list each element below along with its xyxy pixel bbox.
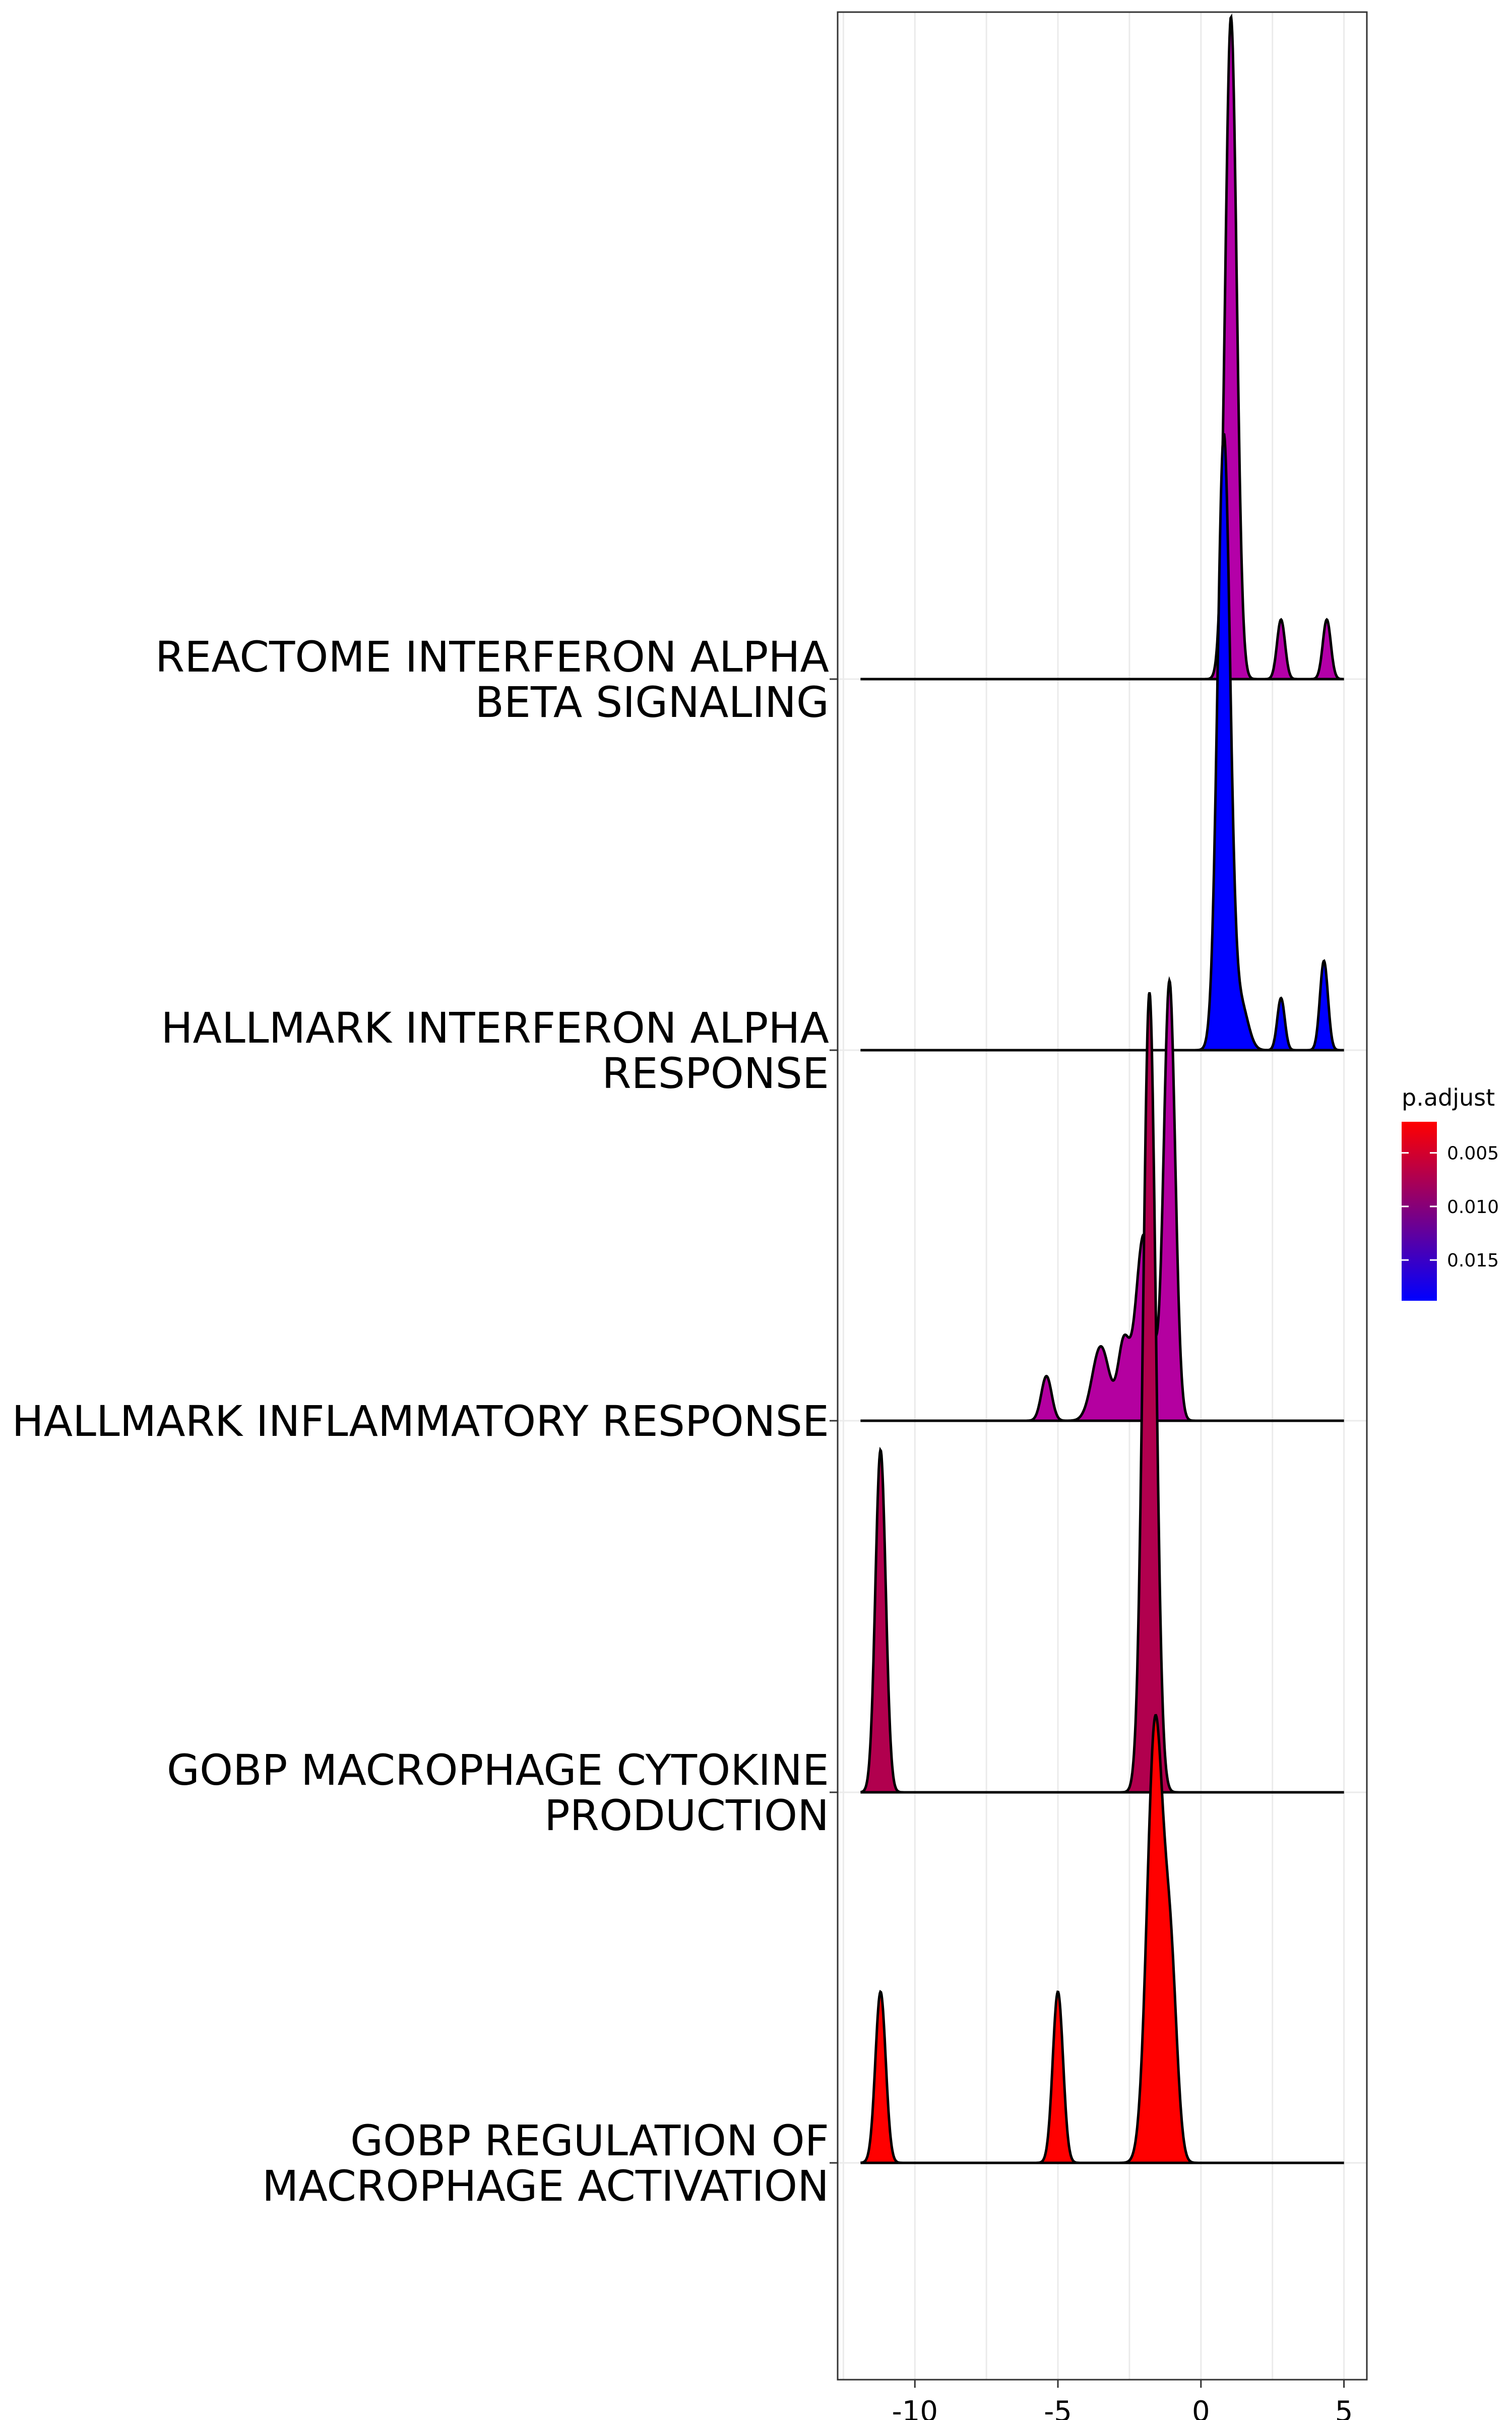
ridge-outline bbox=[860, 432, 1344, 1052]
category-label-line: HALLMARK INFLAMMATORY RESPONSE bbox=[12, 1397, 829, 1446]
ridge-outline bbox=[860, 13, 1344, 681]
category-label-line: REACTOME INTERFERON ALPHA bbox=[155, 632, 829, 682]
category-label-layer: GOBP REGULATION OF MACROPHAGE ACTIVATIONG… bbox=[12, 632, 829, 2211]
legend: p.adjust 0.005 0.010 0.015 bbox=[1402, 1084, 1499, 1301]
category-label: REACTOME INTERFERON ALPHA BETA SIGNALING bbox=[155, 632, 829, 727]
category-label-line: MACROPHAGE ACTIVATION bbox=[262, 2161, 829, 2211]
legend-colorbar bbox=[1402, 1122, 1437, 1301]
grid-layer bbox=[838, 12, 1367, 2380]
panel-border bbox=[837, 11, 1368, 2381]
ridge-fill bbox=[860, 17, 1344, 680]
x-tick-label: -10 bbox=[892, 2395, 938, 2420]
category-label-line: RESPONSE bbox=[602, 1049, 829, 1098]
category-label: HALLMARK INTERFERON ALPHA RESPONSE bbox=[161, 1003, 829, 1098]
ridge-outline bbox=[860, 1714, 1344, 2164]
legend-tick-label: 0.005 bbox=[1447, 1143, 1499, 1164]
ridge-fill bbox=[860, 1715, 1344, 2163]
category-label-line: HALLMARK INTERFERON ALPHA bbox=[161, 1003, 829, 1053]
x-tick-label: -5 bbox=[1044, 2395, 1072, 2420]
x-tick-label: 0 bbox=[1192, 2395, 1210, 2420]
category-label: GOBP MACROPHAGE CYTOKINE PRODUCTION bbox=[167, 1745, 829, 1840]
category-label-line: BETA SIGNALING bbox=[475, 678, 829, 727]
legend-tick-label: 0.015 bbox=[1447, 1250, 1499, 1271]
legend-title: p.adjust bbox=[1402, 1084, 1495, 1111]
ridge-layer bbox=[860, 13, 1344, 2164]
category-label-line: GOBP MACROPHAGE CYTOKINE bbox=[167, 1745, 829, 1795]
x-tick-label: 5 bbox=[1335, 2395, 1353, 2420]
axis-layer: -10 -5 0 5 bbox=[830, 678, 1353, 2420]
ridge-fill bbox=[860, 434, 1344, 1050]
category-label: GOBP REGULATION OF MACROPHAGE ACTIVATION bbox=[262, 2116, 829, 2211]
category-label-line: GOBP REGULATION OF bbox=[350, 2116, 829, 2165]
legend-tick-label: 0.010 bbox=[1447, 1197, 1499, 1218]
category-label: HALLMARK INFLAMMATORY RESPONSE bbox=[12, 1397, 829, 1446]
category-label-line: PRODUCTION bbox=[544, 1791, 829, 1840]
